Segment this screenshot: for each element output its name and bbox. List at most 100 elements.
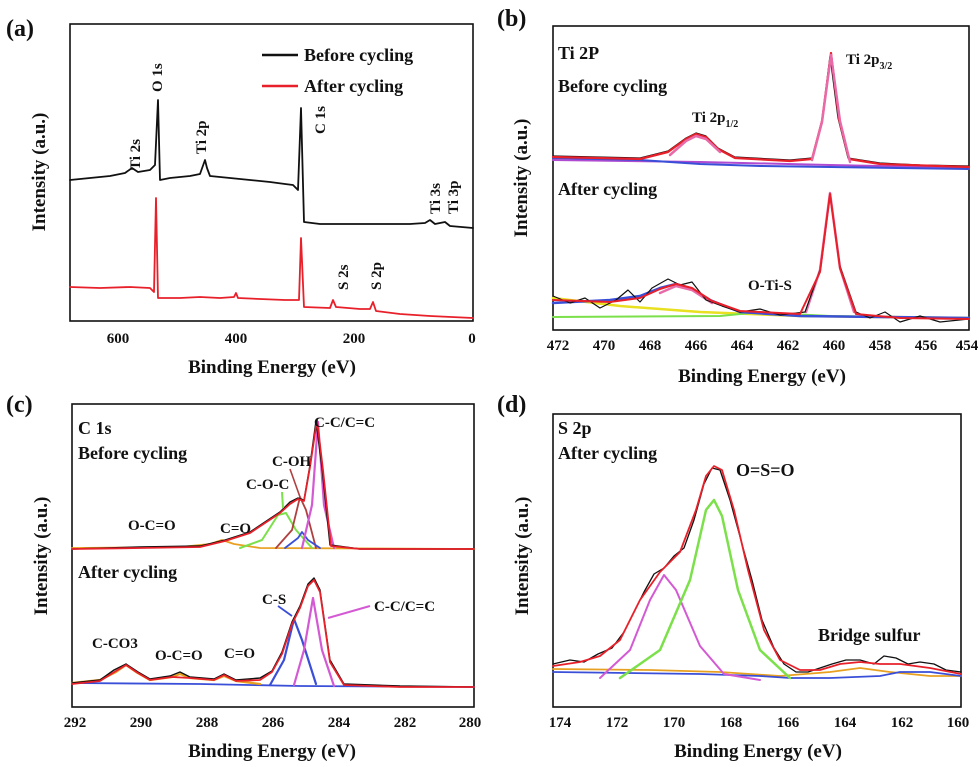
panel-d-ylabel: Intensity (a.u.): [512, 497, 533, 616]
panel-d-xtick: 170: [663, 715, 686, 731]
panel-b-xtick: 464: [731, 338, 754, 354]
panel-c-before-fit: [71, 419, 475, 550]
panel-c-before-peak-cc: C-C/C=C: [314, 415, 375, 431]
panel-a-xtick: 0: [468, 331, 476, 347]
panel-b-xtick: 470: [593, 338, 616, 354]
panel-c-xtick: 290: [130, 715, 153, 731]
panel-b-xtick: 462: [777, 338, 800, 354]
panel-d-after-label: After cycling: [558, 443, 657, 463]
panel-c-xtick: 288: [196, 715, 219, 731]
series-after-cycling-line: [69, 197, 474, 319]
panel-c-after-peak-oco: O-C=O: [155, 648, 203, 664]
panel-b-after-ti2p12: [658, 284, 714, 305]
panel-a-xtick: 400: [225, 331, 248, 347]
panel-b-ylabel: Intensity (a.u.): [511, 119, 532, 238]
peak-label-ti2p: Ti 2p: [194, 121, 210, 155]
legend-label-after: After cycling: [304, 76, 403, 96]
panel-b-xlabel: Binding Energy (eV): [678, 366, 846, 387]
panel-b-before-baseline: [552, 159, 970, 169]
panel-c-xtick: 284: [328, 715, 351, 731]
panel-a-xtick: 600: [107, 331, 130, 347]
panel-b-after-label: After cycling: [558, 179, 657, 199]
panel-c-cc-pointer: [327, 605, 371, 619]
panel-d-xtick: 166: [777, 715, 800, 731]
peak-label-ti3p: Ti 3p: [446, 181, 462, 215]
panel-c-before-envelope: [71, 419, 475, 550]
panel-b-xtick: 466: [685, 338, 708, 354]
panel-c-before-peak-coc: C-O-C: [246, 477, 289, 493]
panel-c-xlabel: Binding Energy (eV): [188, 741, 356, 762]
panel-d-xticks: 174 172 170 168 166 164 162 160: [549, 715, 970, 731]
panel-c-before-peak-oco: O-C=O: [128, 518, 176, 534]
panel-d-xtick: 168: [720, 715, 743, 731]
panel-c-frame: [71, 403, 475, 708]
peak-label-ti3s: Ti 3s: [428, 183, 444, 214]
panel-c-after-cs: [268, 617, 318, 687]
panel-d-frame: [552, 413, 962, 708]
panel-b-before-label: Before cycling: [558, 76, 667, 96]
panel-d: (d) 174 172 170 168 166 164 162 160 Bind…: [497, 392, 969, 762]
panel-c-xtick: 292: [64, 715, 87, 731]
panel-b-after-peak-otis: O-Ti-S: [748, 278, 792, 294]
panel-d-xtick: 164: [834, 715, 857, 731]
panel-b-frame: [552, 25, 970, 331]
panel-b-xtick: 458: [869, 338, 892, 354]
panel-b-before-peak-ti2p12: Ti 2p1/2: [692, 110, 738, 130]
peak-label-main: Ti 2p: [692, 110, 726, 126]
peak-label-subscript: 1/2: [726, 119, 739, 130]
panel-b-before-peak-ti2p32: Ti 2p3/2: [846, 52, 892, 72]
panel-c-coh-pointer: [289, 468, 301, 498]
panel-b-letter: (b): [497, 6, 526, 32]
panel-a-xticks: 600 400 200 0: [107, 331, 476, 347]
panel-c-coc-pointer: [281, 491, 284, 509]
peak-label-subscript: 3/2: [880, 61, 893, 72]
panel-c-after-peak-cco3: C-CO3: [92, 636, 138, 652]
panel-d-peak-bridge: Bridge sulfur: [818, 625, 921, 645]
panel-b-after-fit: [551, 191, 971, 323]
panel-d-xtick: 174: [549, 715, 572, 731]
panel-b-before-raw: [552, 55, 970, 167]
peak-label-s2s: S 2s: [336, 264, 352, 290]
panel-d-xtick: 160: [947, 715, 970, 731]
panel-a-frame: [69, 23, 474, 322]
panel-a-letter: (a): [6, 16, 34, 42]
panel-d-letter: (d): [497, 392, 526, 418]
panel-d-envelope: [552, 465, 962, 675]
panel-d-peak-oso: O=S=O: [736, 460, 795, 480]
peak-label-s2p: S 2p: [369, 262, 385, 290]
panel-c-ylabel: Intensity (a.u.): [31, 497, 52, 616]
panel-c-after-peak-co: C=O: [224, 646, 255, 662]
panel-d-pink: [599, 574, 761, 681]
panel-c-after-envelope: [71, 579, 475, 688]
panel-d-green: [618, 498, 792, 680]
legend-label-before: Before cycling: [304, 45, 413, 65]
panel-b-after-envelope: [552, 193, 970, 320]
panel-c-after-label: After cycling: [78, 562, 177, 582]
panel-a-legend: Before cycling After cycling: [262, 45, 413, 96]
panel-b-xtick: 468: [639, 338, 662, 354]
panel-b-xtick: 456: [915, 338, 938, 354]
peak-label-ti2s: Ti 2s: [128, 139, 144, 170]
panel-c-title: C 1s: [78, 418, 112, 438]
panel-b-xtick: 454: [956, 338, 979, 354]
panel-a-xtick: 200: [343, 331, 366, 347]
panel-c-xticks: 292 290 288 286 284 282 280: [64, 715, 482, 731]
panel-c-before-blue: [284, 531, 321, 549]
panel-c-after-fit: [70, 577, 475, 688]
panel-c-cs-pointer: [277, 605, 293, 617]
panel-d-blue: [552, 671, 962, 679]
panel-b-xticks: 472 470 468 466 464 462 460 458 456 454: [547, 338, 979, 354]
panel-c-after-peak-cc: C-C/C=C: [374, 599, 435, 615]
panel-c-before-peak-co: C=O: [220, 521, 251, 537]
panel-b-before-fit: [551, 51, 971, 170]
panel-a: (a) 600 400 200 0 Binding Energy (eV) In…: [6, 16, 476, 378]
panel-c-xtick: 282: [394, 715, 417, 731]
panel-d-fit: [552, 465, 962, 681]
panel-a-ylabel: Intensity (a.u.): [29, 113, 50, 232]
panel-b-before-ti2p12: [668, 134, 722, 157]
panel-c: (c) 292 290 288 286 284 282 280 Binding …: [6, 392, 481, 762]
panel-b-after-ti2p32: [804, 191, 856, 314]
panel-c-before-coc: [239, 512, 313, 549]
series-before-cycling-line: [69, 99, 474, 229]
